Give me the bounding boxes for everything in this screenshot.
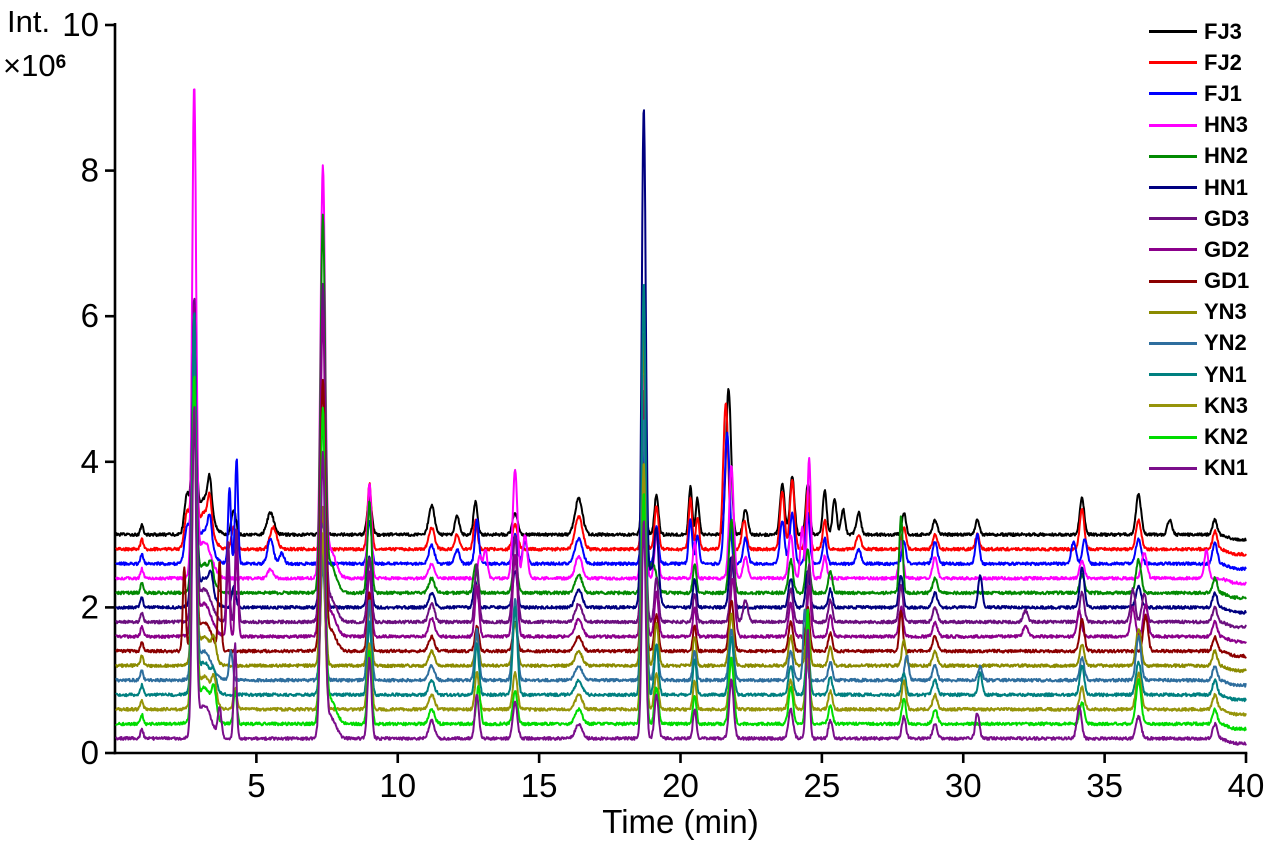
legend-entry-KN1: KN1 (1149, 453, 1249, 484)
trace-FJ1 (115, 339, 1247, 572)
legend-line-HN1 (1149, 186, 1197, 190)
trace-FJ2 (115, 337, 1247, 557)
legend-entry-FJ1: FJ1 (1149, 78, 1249, 109)
y-tick-label: 4 (81, 443, 99, 480)
trace-GD3 (115, 282, 1247, 630)
legend-label-HN3: HN3 (1204, 112, 1249, 138)
legend-entry-KN2: KN2 (1149, 421, 1249, 452)
legend-entry-FJ3: FJ3 (1149, 16, 1249, 47)
legend-label-YN2: YN2 (1204, 330, 1247, 356)
legend-entry-FJ2: FJ2 (1149, 47, 1249, 78)
y-tick-label: 10 (62, 6, 99, 43)
legend-line-KN1 (1149, 466, 1197, 470)
legend-entry-GD2: GD2 (1149, 234, 1249, 265)
legend-entry-HN2: HN2 (1149, 141, 1249, 172)
trace-HN1 (115, 109, 1247, 615)
legend-line-KN2 (1149, 435, 1197, 439)
y-axis-label: Int. (7, 4, 51, 39)
y-axis-multiplier: ×106 (3, 50, 66, 81)
legend-line-YN3 (1149, 310, 1197, 314)
legend-line-GD1 (1149, 279, 1197, 283)
legend-entry-GD1: GD1 (1149, 266, 1249, 297)
y-tick-label: 6 (81, 297, 99, 334)
legend-line-FJ2 (1149, 61, 1197, 65)
legend-label-GD2: GD2 (1204, 236, 1250, 262)
legend-line-FJ1 (1149, 92, 1197, 96)
y-tick-label: 8 (81, 152, 99, 189)
x-tick-label: 10 (379, 767, 416, 804)
x-axis-title: Time (min) (602, 803, 759, 840)
legend: FJ3 FJ2 FJ1 HN3 HN2 HN1 GD3 GD2 GD1 YN3 YN2 YN1 KN3 K… (1149, 16, 1249, 484)
legend-entry-YN3: YN3 (1149, 297, 1249, 328)
x-tick-label: 30 (945, 767, 982, 804)
legend-label-HN1: HN1 (1204, 174, 1249, 200)
trace-KN2 (115, 375, 1247, 732)
legend-entry-YN1: YN1 (1149, 359, 1249, 390)
y-tick-label: 0 (81, 734, 99, 771)
y-multiplier-exponent: 6 (55, 52, 67, 73)
legend-line-KN3 (1149, 404, 1197, 408)
trace-HN3 (115, 88, 1247, 586)
trace-KN1 (115, 406, 1247, 746)
legend-line-GD3 (1149, 217, 1197, 221)
trace-YN3 (115, 332, 1247, 674)
legend-line-HN3 (1149, 123, 1197, 127)
legend-label-HN2: HN2 (1204, 143, 1249, 169)
trace-HN2 (115, 213, 1247, 601)
legend-line-HN2 (1149, 154, 1197, 158)
y-multiplier-base: ×10 (3, 48, 56, 83)
legend-label-GD3: GD3 (1204, 205, 1250, 231)
legend-line-GD2 (1149, 248, 1197, 252)
x-tick-label: 5 (247, 767, 265, 804)
legend-line-YN1 (1149, 373, 1197, 377)
trace-KN3 (115, 392, 1247, 717)
legend-label-KN3: KN3 (1204, 392, 1249, 418)
legend-label-KN1: KN1 (1204, 455, 1249, 481)
legend-label-KN2: KN2 (1204, 424, 1249, 450)
legend-line-YN2 (1149, 341, 1197, 345)
legend-label-YN3: YN3 (1204, 299, 1247, 325)
x-tick-label: 35 (1086, 767, 1123, 804)
trace-FJ3 (115, 329, 1247, 542)
trace-YN2 (115, 357, 1247, 688)
trace-GD2 (115, 304, 1247, 644)
legend-label-GD1: GD1 (1204, 268, 1250, 294)
legend-entry-HN3: HN3 (1149, 110, 1249, 141)
legend-label-FJ1: FJ1 (1204, 80, 1242, 106)
x-tick-label: 40 (1228, 767, 1265, 804)
x-tick-label: 20 (662, 767, 699, 804)
legend-entry-GD3: GD3 (1149, 203, 1249, 234)
legend-label-FJ3: FJ3 (1204, 18, 1242, 44)
x-tick-label: 15 (521, 767, 558, 804)
legend-label-YN1: YN1 (1204, 361, 1247, 387)
trace-GD1 (115, 378, 1247, 659)
legend-entry-KN3: KN3 (1149, 390, 1249, 421)
y-tick-label: 2 (81, 588, 99, 625)
legend-entry-HN1: HN1 (1149, 172, 1249, 203)
legend-entry-YN2: YN2 (1149, 328, 1249, 359)
x-tick-label: 25 (804, 767, 841, 804)
legend-label-FJ2: FJ2 (1204, 49, 1242, 75)
trace-YN1 (115, 283, 1247, 703)
legend-line-FJ3 (1149, 30, 1197, 34)
